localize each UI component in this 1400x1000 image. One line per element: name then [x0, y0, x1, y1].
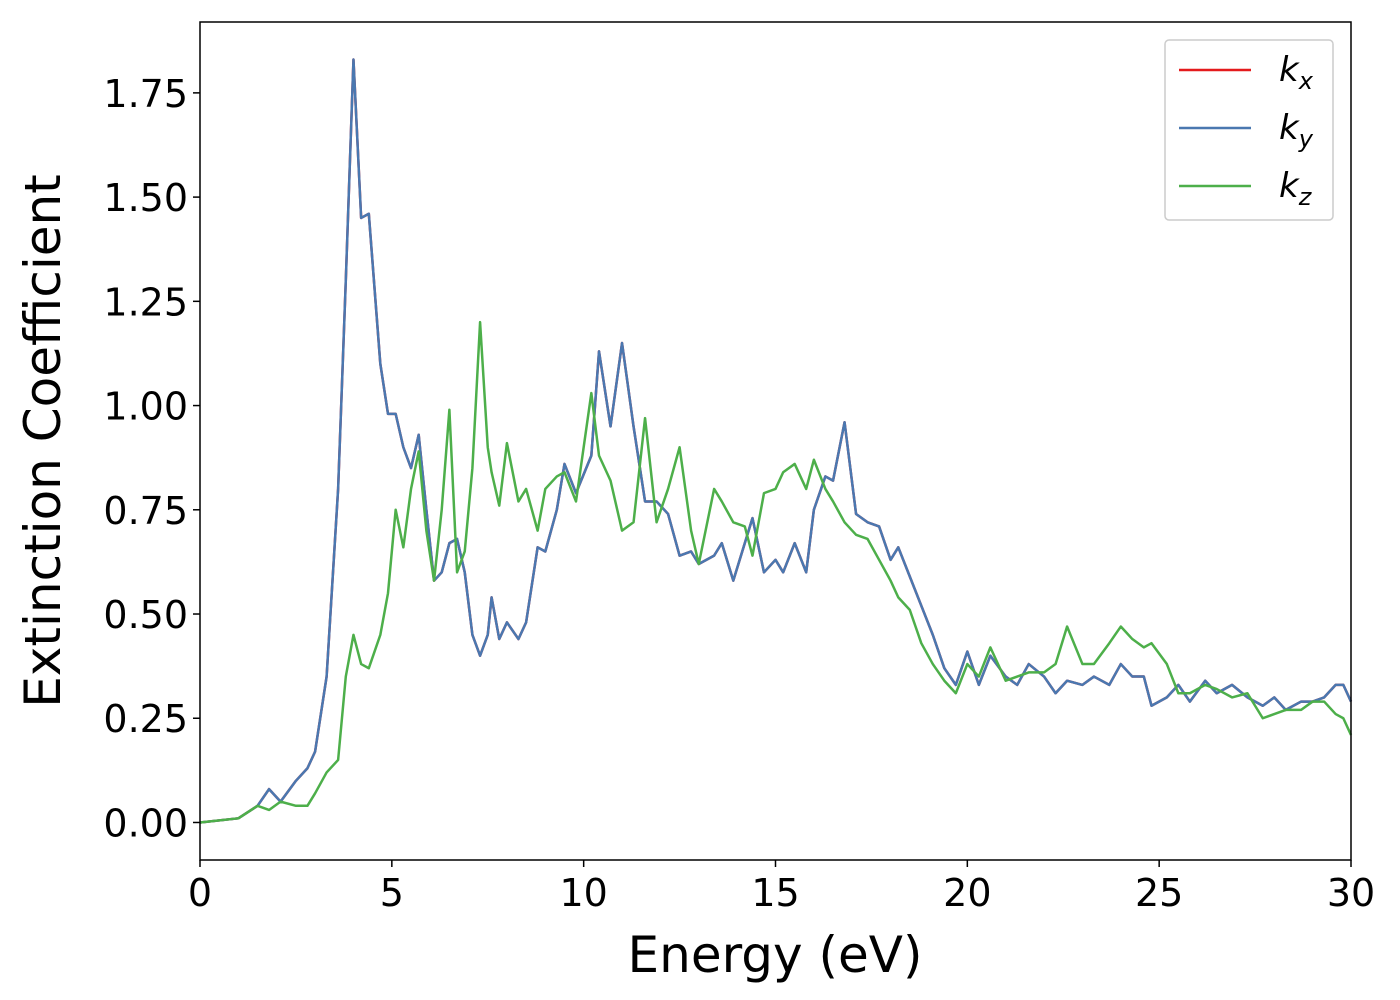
- x-tick-label: 5: [380, 871, 404, 915]
- y-tick-label: 1.25: [103, 280, 188, 324]
- y-tick-label: 0.00: [103, 801, 188, 845]
- series-line: [199, 58, 1353, 824]
- x-tick-label: 25: [1135, 871, 1183, 915]
- y-tick-label: 1.75: [103, 72, 188, 116]
- x-tick-label: 30: [1327, 871, 1375, 915]
- legend-label: ky: [1279, 108, 1314, 153]
- x-tick-label: 0: [188, 871, 212, 915]
- x-tick-label: 15: [751, 871, 799, 915]
- legend: kx ky kz: [1164, 39, 1334, 221]
- y-axis-label: Extinction Coefficient: [14, 174, 72, 708]
- y-tick-label: 0.25: [103, 697, 188, 741]
- plot-frame: [199, 21, 1352, 861]
- legend-box: [1164, 39, 1334, 221]
- legend-label: kz: [1279, 166, 1313, 211]
- y-tick-label: 0.75: [103, 489, 188, 533]
- y-tick-label: 1.50: [103, 176, 188, 220]
- x-axis-label: Energy (eV): [628, 926, 923, 984]
- x-tick-label: 10: [559, 871, 607, 915]
- legend-label: kx: [1279, 50, 1314, 95]
- series-line: [199, 320, 1353, 824]
- y-tick-label: 0.50: [103, 593, 188, 637]
- y-tick-label: 1.00: [103, 385, 188, 429]
- x-tick-label: 20: [943, 871, 991, 915]
